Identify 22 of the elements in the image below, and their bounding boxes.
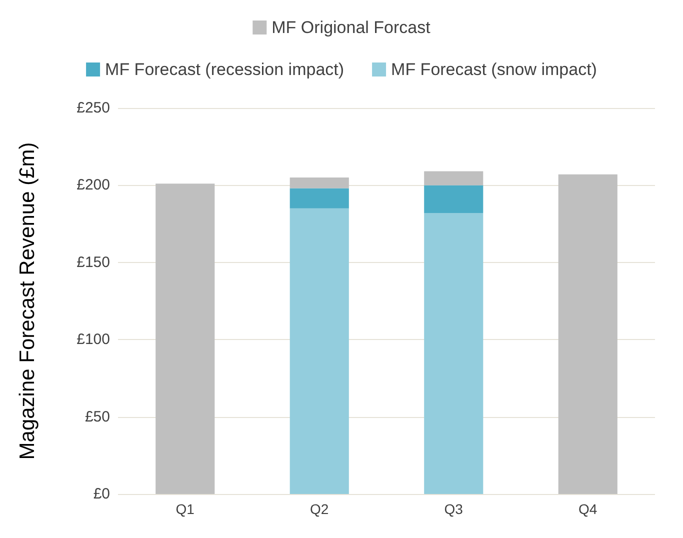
legend-label: MF Origional Forcast [272, 18, 431, 37]
bar [290, 177, 349, 188]
x-tick-label: Q1 [176, 501, 195, 517]
legend-label: MF Forecast (recession impact) [105, 60, 344, 79]
y-tick-label: £100 [76, 331, 110, 348]
y-tick-label: £0 [93, 486, 110, 502]
y-tick-label: £150 [76, 254, 110, 271]
legend-label: MF Forecast (snow impact) [391, 60, 597, 79]
bar [424, 212, 484, 494]
x-tick-label: Q4 [578, 501, 598, 517]
bar [290, 188, 349, 208]
y-tick-label: £200 [76, 176, 110, 194]
x-tick-label: Q3 [444, 501, 464, 517]
bar [290, 208, 349, 494]
bar [424, 171, 484, 186]
y-tick-label: £250 [76, 100, 110, 116]
y-tick-label: £50 [84, 408, 110, 426]
bar [156, 184, 215, 494]
bar [424, 185, 484, 213]
x-tick-label: Q2 [310, 501, 329, 517]
bar [558, 174, 618, 494]
y-axis-title: Magazine Forecast Revenue (£m) [16, 142, 39, 460]
